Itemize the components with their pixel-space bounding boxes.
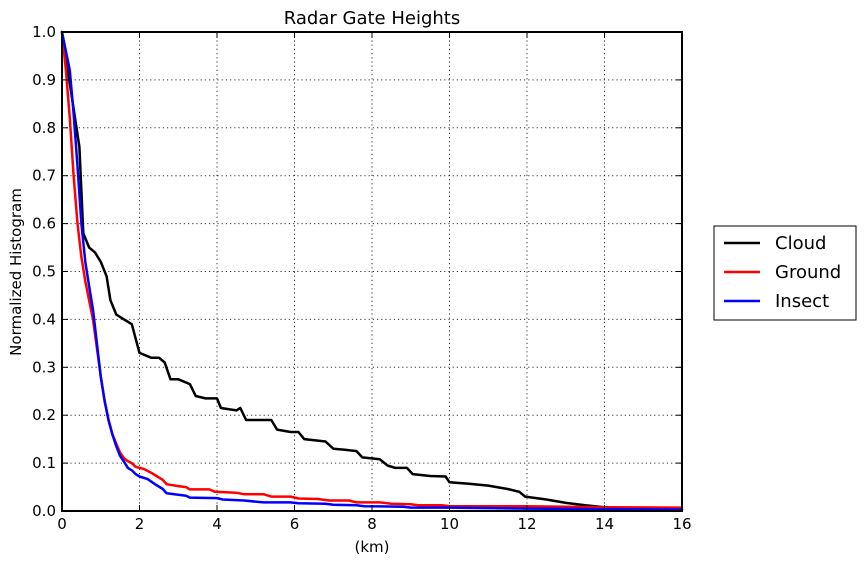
x-axis-label: (km) [354,538,389,556]
x-tick-label: 10 [440,515,459,533]
chart-title: Radar Gate Heights [284,8,460,29]
legend-label-insect: Insect [775,291,829,312]
legend: Cloud Ground Insect [713,225,857,321]
series-lines [60,30,684,511]
y-tick-label: 0.9 [32,71,56,89]
y-tick-label: 0.4 [32,310,56,328]
y-axis-label: Normalized Histogram [7,188,25,356]
y-tick-label: 0.8 [32,119,56,137]
y-tick-label: 0.1 [32,454,56,472]
x-tick-label: 16 [672,515,691,533]
legend-label-cloud: Cloud [775,233,826,254]
grid [62,32,682,511]
series-line-cloud [60,30,684,511]
x-tick-label: 4 [212,515,222,533]
y-tick-label: 0.2 [32,406,56,424]
x-tick-label: 0 [57,515,67,533]
y-tick-label: 1.0 [32,23,56,41]
axis-ticks: 0 2 4 6 8 10 12 14 16 0.0 0.1 0.2 0.3 0.4 0.5 0.6 0.7 0.8… [32,23,691,533]
y-tick-label: 0.0 [32,502,56,520]
y-tick-label: 0.6 [32,215,56,233]
x-tick-label: 8 [367,515,377,533]
x-tick-label: 2 [135,515,145,533]
legend-label-ground: Ground [775,262,841,283]
x-tick-label: 14 [595,515,614,533]
y-tick-label: 0.7 [32,167,56,185]
x-tick-label: 12 [517,515,536,533]
y-tick-label: 0.3 [32,358,56,376]
y-tick-label: 0.5 [32,263,56,281]
x-tick-label: 6 [290,515,300,533]
series-line-insect [60,30,684,511]
